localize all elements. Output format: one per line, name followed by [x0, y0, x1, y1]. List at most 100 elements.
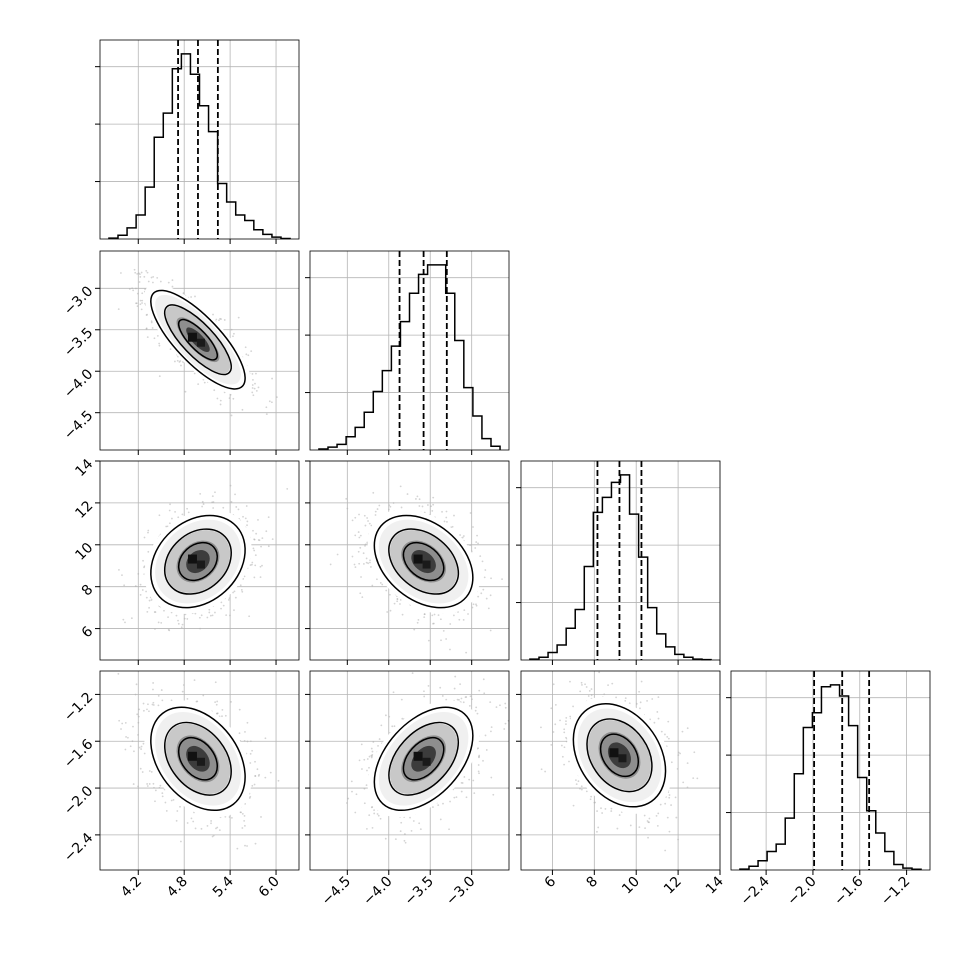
scatter-point [265, 530, 268, 533]
scatter-point [489, 594, 492, 597]
scatter-point [147, 531, 149, 534]
scatter-point [156, 334, 159, 337]
scatter-point [240, 589, 243, 591]
scatter-point [345, 497, 348, 500]
density-panel-2-0 [95, 460, 300, 665]
scatter-point [148, 770, 151, 772]
contour-line-0 [150, 289, 246, 390]
scatter-point [238, 708, 241, 711]
histogram-outline [529, 474, 712, 661]
scatter-point [132, 783, 135, 785]
scatter-point [138, 273, 141, 276]
scatter-point [177, 622, 180, 625]
scatter-point [211, 614, 214, 617]
scatter-point [359, 546, 362, 549]
scatter-point [277, 779, 280, 782]
scatter-point [167, 628, 170, 631]
scatter-point [130, 617, 133, 620]
scatter-point [260, 545, 262, 548]
scatter-point [179, 805, 181, 808]
histogram-outline [739, 684, 922, 871]
scatter-point [168, 522, 171, 525]
scatter-point [249, 762, 252, 764]
scatter-point [180, 364, 182, 367]
scatter-point [140, 745, 143, 748]
scatter-point [244, 844, 246, 847]
density-content [118, 484, 289, 632]
scatter-point [147, 703, 149, 706]
scatter-point [246, 740, 249, 743]
scatter-point [210, 820, 213, 822]
scatter-point [253, 576, 256, 579]
scatter-point [201, 500, 204, 503]
density-content [117, 672, 280, 850]
scatter-point [249, 752, 252, 755]
scatter-point [125, 736, 127, 738]
scatter-point [190, 296, 192, 298]
panel-frame [309, 460, 510, 661]
scatter-point [267, 516, 270, 519]
scatter-point [253, 549, 256, 552]
scatter-point [361, 596, 364, 599]
scatter-point [501, 578, 503, 581]
scatter-point [351, 555, 354, 558]
scatter-point [413, 628, 416, 631]
scatter-point [418, 505, 421, 507]
scatter-point [433, 613, 436, 616]
scatter-point [229, 393, 232, 396]
scatter-point [244, 731, 246, 733]
scatter-point [379, 582, 382, 584]
scatter-point [215, 318, 218, 321]
scatter-point [145, 314, 148, 316]
scatter-point [268, 400, 271, 403]
scatter-point [122, 618, 125, 621]
scatter-point [214, 611, 216, 614]
scatter-point [378, 504, 381, 507]
scatter-point [167, 281, 170, 284]
scatter-point [229, 614, 231, 617]
scatter-point [251, 749, 253, 752]
scatter-point [216, 712, 218, 715]
scatter-point [393, 602, 396, 605]
scatter-point [216, 397, 219, 400]
scatter-point [186, 697, 189, 700]
scatter-point [140, 748, 143, 750]
scatter-point [386, 611, 389, 613]
density-content [117, 268, 278, 417]
scatter-point [132, 289, 135, 292]
scatter-point [143, 275, 146, 278]
scatter-point [374, 514, 377, 516]
scatter-point [388, 593, 391, 596]
panel-frame [520, 460, 721, 661]
scatter-point [484, 569, 487, 571]
scatter-point [142, 559, 144, 562]
scatter-point [367, 562, 370, 565]
scatter-point [154, 800, 156, 803]
scatter-point [151, 327, 154, 329]
density-peak [187, 554, 197, 564]
scatter-point [399, 598, 402, 601]
scatter-point [142, 709, 145, 712]
scatter-point [371, 584, 374, 587]
scatter-point [471, 606, 474, 609]
scatter-point [193, 372, 196, 375]
scatter-point [242, 578, 245, 580]
scatter-point [354, 516, 357, 519]
scatter-point [351, 519, 354, 522]
scatter-point [385, 589, 388, 592]
scatter-point [182, 684, 185, 686]
scatter-point [148, 710, 150, 713]
scatter-point [213, 389, 216, 392]
density-peak [422, 560, 431, 569]
scatter-point [181, 690, 184, 693]
scatter-point [180, 626, 183, 629]
scatter-point [439, 618, 442, 621]
scatter-point [251, 563, 253, 566]
scatter-point [131, 287, 134, 290]
scatter-point [150, 599, 153, 601]
scatter-point [223, 319, 226, 321]
scatter-point [421, 505, 424, 508]
scatter-point [139, 593, 142, 596]
panel-frame [99, 250, 300, 451]
scatter-point [183, 617, 186, 620]
